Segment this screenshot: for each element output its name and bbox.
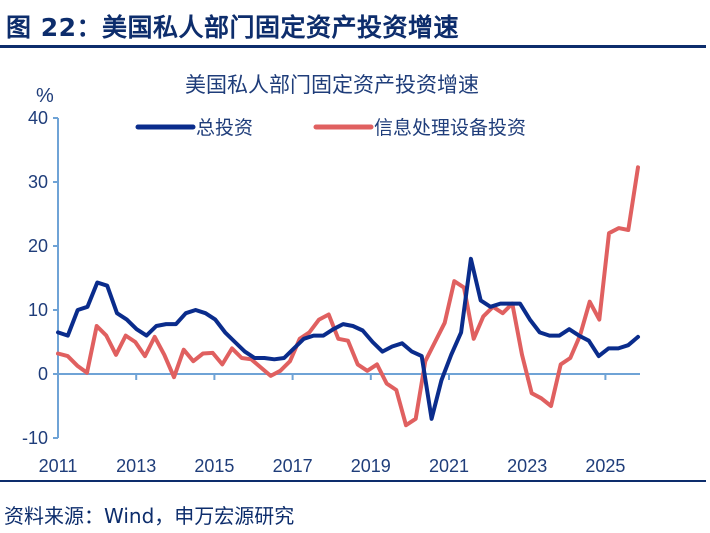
y-tick-label: 30 xyxy=(28,172,48,192)
legend-label: 总投资 xyxy=(196,117,253,139)
y-axis-unit: % xyxy=(36,85,54,107)
x-tick-label: 2015 xyxy=(194,456,234,476)
x-tick-label: 2017 xyxy=(273,456,313,476)
y-tick-label: -10 xyxy=(22,428,48,448)
x-tick-label: 2025 xyxy=(585,456,625,476)
bottom-divider xyxy=(0,480,706,482)
series-line-total xyxy=(56,256,640,421)
legend: 总投资 信息处理设备投资 xyxy=(135,117,526,139)
chart: 美国私人部门固定资产投资增速 % 总投资 信息处理设备投资 40 30 20 10 0 -1… xyxy=(22,73,640,476)
chart-title: 美国私人部门固定资产投资增速 xyxy=(185,73,479,97)
x-tick-label: 2011 xyxy=(39,456,78,476)
legend-label: 信息处理设备投资 xyxy=(374,117,526,139)
x-tick-label: 2023 xyxy=(507,456,547,476)
source-note: 资料来源：Wind，申万宏源研究 xyxy=(4,504,295,528)
top-divider xyxy=(0,45,706,48)
x-tick-label: 2021 xyxy=(429,456,469,476)
figure-title: 图 22：美国私人部门固定资产投资增速 xyxy=(6,13,459,42)
x-tick-label: 2013 xyxy=(116,456,156,476)
y-tick-label: 0 xyxy=(38,364,48,384)
y-tick-label: 10 xyxy=(28,300,48,320)
y-tick-label: 20 xyxy=(28,236,48,256)
x-tick-label: 2019 xyxy=(351,456,391,476)
series-line-info-equipment xyxy=(56,165,640,428)
y-tick-label: 40 xyxy=(28,108,48,128)
